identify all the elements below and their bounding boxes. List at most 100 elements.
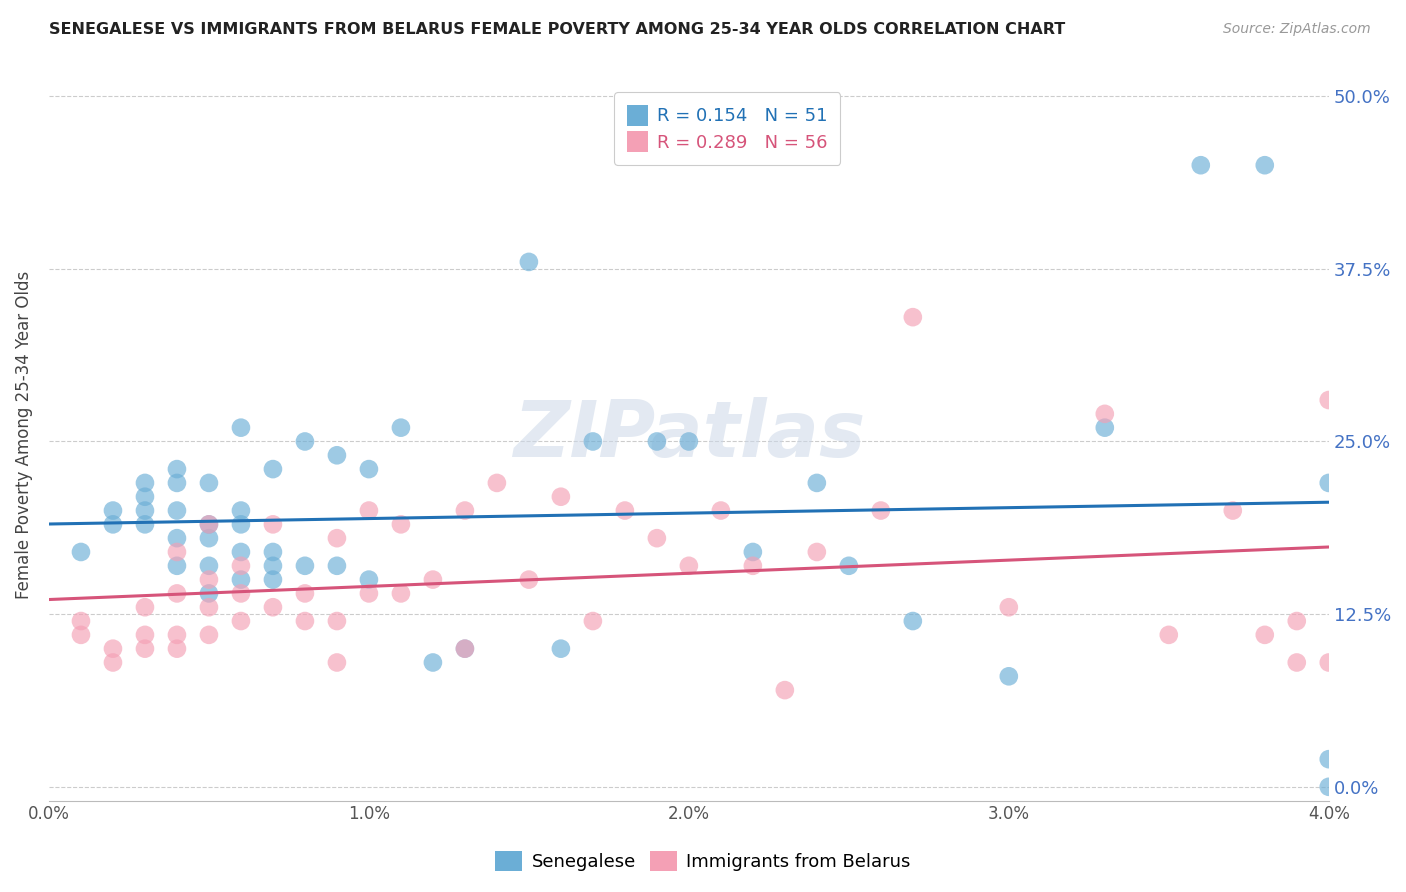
Point [1254,158,1277,172]
Point [326,531,349,545]
Point [1317,392,1340,407]
Point [678,558,700,573]
Text: Source: ZipAtlas.com: Source: ZipAtlas.com [1223,22,1371,37]
Point [229,420,252,434]
Point [1189,158,1212,172]
Point [582,614,605,628]
Point [198,628,221,642]
Point [134,490,156,504]
Point [998,669,1021,683]
Point [166,475,188,490]
Point [198,517,221,532]
Point [166,558,188,573]
Point [134,641,156,656]
Point [1157,628,1180,642]
Point [357,586,380,600]
Point [1317,475,1340,490]
Point [645,434,668,449]
Legend: Senegalese, Immigrants from Belarus: Senegalese, Immigrants from Belarus [488,844,918,879]
Point [454,641,477,656]
Point [70,628,93,642]
Point [1317,656,1340,670]
Point [550,490,572,504]
Point [229,586,252,600]
Point [1350,656,1372,670]
Point [1285,656,1308,670]
Point [229,503,252,517]
Point [485,475,508,490]
Point [262,545,284,559]
Point [389,420,412,434]
Point [806,545,828,559]
Point [710,503,733,517]
Point [229,614,252,628]
Point [517,255,540,269]
Point [70,545,93,559]
Point [166,545,188,559]
Point [422,573,444,587]
Point [741,558,763,573]
Point [166,641,188,656]
Point [1317,752,1340,766]
Point [262,517,284,532]
Point [198,517,221,532]
Point [134,503,156,517]
Point [198,573,221,587]
Point [326,656,349,670]
Point [901,614,924,628]
Point [454,503,477,517]
Point [101,656,124,670]
Point [294,614,316,628]
Point [262,558,284,573]
Point [229,517,252,532]
Point [101,517,124,532]
Point [294,558,316,573]
Point [101,641,124,656]
Point [198,531,221,545]
Point [134,628,156,642]
Y-axis label: Female Poverty Among 25-34 Year Olds: Female Poverty Among 25-34 Year Olds [15,270,32,599]
Point [1317,780,1340,794]
Point [389,586,412,600]
Point [262,600,284,615]
Point [422,656,444,670]
Point [134,475,156,490]
Point [838,558,860,573]
Point [1350,517,1372,532]
Point [773,683,796,698]
Point [678,434,700,449]
Point [357,503,380,517]
Point [229,545,252,559]
Point [294,586,316,600]
Point [550,641,572,656]
Point [806,475,828,490]
Point [517,573,540,587]
Point [869,503,891,517]
Point [613,503,636,517]
Point [166,462,188,476]
Text: ZIPatlas: ZIPatlas [513,397,865,473]
Point [357,462,380,476]
Point [229,573,252,587]
Point [1094,420,1116,434]
Point [262,573,284,587]
Point [198,600,221,615]
Point [389,517,412,532]
Point [1254,628,1277,642]
Point [134,600,156,615]
Text: SENEGALESE VS IMMIGRANTS FROM BELARUS FEMALE POVERTY AMONG 25-34 YEAR OLDS CORRE: SENEGALESE VS IMMIGRANTS FROM BELARUS FE… [49,22,1066,37]
Point [198,586,221,600]
Point [1094,407,1116,421]
Point [166,503,188,517]
Point [582,434,605,449]
Point [262,462,284,476]
Point [198,558,221,573]
Point [454,641,477,656]
Point [166,531,188,545]
Point [645,531,668,545]
Point [326,448,349,462]
Point [357,573,380,587]
Point [1285,614,1308,628]
Point [326,558,349,573]
Point [198,475,221,490]
